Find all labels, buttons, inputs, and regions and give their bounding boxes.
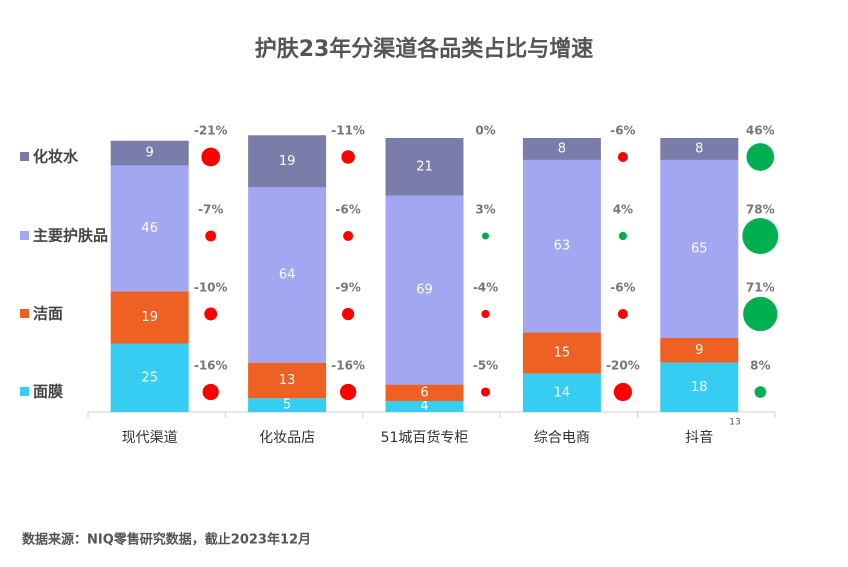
legend-marker [20,309,29,318]
legend-label: 主要护肤品 [33,227,108,245]
growth-bubble [341,307,355,321]
value-label: 4 [420,399,428,414]
value-label: 21 [416,159,433,174]
legend-label: 化妆水 [33,148,79,166]
growth-label: -11% [331,124,365,138]
value-label: 14 [554,385,571,400]
bar-segment [385,401,464,412]
growth-bubble [339,383,357,401]
bar-segment [110,291,189,344]
growth-bubble [201,147,221,167]
growth-bubble [742,218,779,254]
bar-segment [522,373,601,412]
bar-segment [660,362,739,412]
legend-marker [20,387,29,396]
legend-marker [20,152,29,161]
growth-bubble [341,150,355,164]
bar-segment [385,384,464,402]
growth-label: -9% [335,281,360,295]
growth-bubble [343,231,354,241]
value-label: 5 [283,398,291,413]
bar-segment [385,195,464,385]
growth-label: -6% [610,281,635,295]
bar-segment [660,338,739,363]
growth-label: 4% [613,203,633,217]
legend-label: 洁面 [33,305,63,323]
growth-label: -6% [610,124,635,138]
bar-segment [522,159,601,333]
value-label: 25 [141,370,158,385]
growth-bubble [618,231,627,241]
bar-segment [248,398,327,412]
bar-segment [110,165,189,292]
bar-segment [385,138,464,196]
legend-label: 面膜 [33,383,63,401]
growth-label: 46% [746,124,775,138]
growth-label: -20% [606,359,640,373]
value-label: 9 [146,146,154,161]
value-label: 13 [279,373,296,388]
value-label: 8 [695,141,703,156]
chart-title: 护肤23年分渠道各品类占比与增速 [255,36,594,62]
growth-bubble [204,307,218,321]
growth-label: -21% [194,124,228,138]
value-label: 6 [420,385,428,400]
growth-bubble [754,386,767,398]
bar-segment [248,187,327,363]
value-label: 69 [416,283,433,298]
growth-label: 0% [475,124,495,138]
growth-label: -4% [473,281,498,295]
growth-bubble [202,383,219,401]
growth-label: -10% [194,281,228,295]
value-label: 8 [558,141,566,156]
value-label: 19 [141,310,158,325]
value-label: 18 [691,380,708,395]
x-tick-label: 综合电商 [534,430,590,446]
growth-label: 78% [746,203,775,217]
value-label: 65 [691,241,708,256]
bar-segment [660,138,739,160]
value-label: 15 [554,346,571,361]
value-label: 46 [141,221,158,236]
value-label: 63 [554,239,571,254]
annotation: 13 [729,418,740,428]
growth-bubble [480,387,491,397]
bar-segment [110,343,189,412]
value-label: 64 [279,268,296,283]
growth-bubble [743,296,778,332]
growth-label: -16% [331,359,365,373]
growth-bubble [617,309,628,319]
source-note: 数据来源：NIQ零售研究数据，截止2023年12月 [22,532,311,548]
bar-segment [110,140,189,166]
growth-label: 8% [750,359,770,373]
bar-segment [248,135,327,188]
growth-label: 3% [475,203,495,217]
bar-segment [248,362,327,399]
growth-bubble [205,230,217,242]
growth-label: -5% [473,359,498,373]
growth-bubble [746,143,775,171]
x-tick-label: 化妆品店 [259,430,315,446]
legend-marker [20,231,29,240]
bar-segment [522,332,601,374]
growth-bubble [613,382,633,402]
growth-label: -16% [194,359,228,373]
growth-bubble [481,309,490,319]
bar-segment [522,138,601,160]
growth-label: -7% [198,203,223,217]
x-tick-label: 51城百货专柜 [381,429,469,446]
growth-label: -6% [335,203,360,217]
growth-bubble [617,152,628,162]
bar-segment [660,159,739,339]
growth-label: 71% [746,281,775,295]
value-label: 9 [695,343,703,358]
value-label: 19 [279,154,296,169]
growth-bubble [481,232,490,240]
x-tick-label: 抖音 [685,429,713,446]
x-tick-label: 现代渠道 [122,430,178,446]
